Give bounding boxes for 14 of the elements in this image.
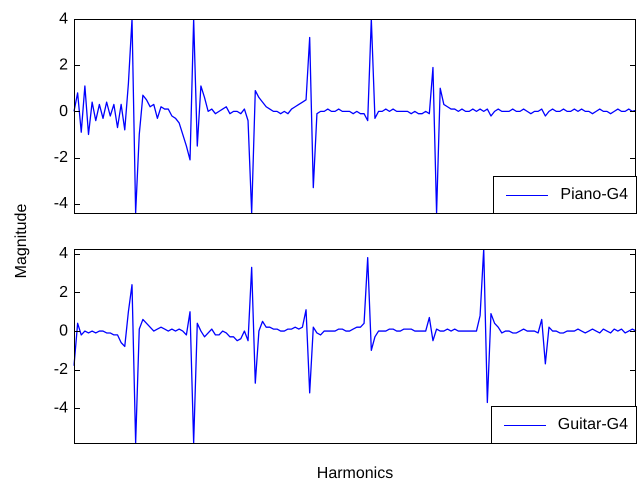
y-tick-label: 2: [59, 284, 68, 301]
y-tick-label: 2: [59, 56, 68, 74]
y-tick-label: 0: [59, 322, 68, 340]
legend-label: Guitar-G4: [558, 416, 628, 434]
y-tick-label: 4: [59, 10, 68, 28]
y-tick-label: -4: [54, 195, 68, 212]
y-axis-title: Magnitude: [13, 204, 31, 278]
y-tick-label: -4: [54, 400, 68, 417]
y-tick-label: 0: [59, 102, 68, 120]
legend-label: Piano-G4: [560, 186, 628, 204]
x-axis-title: Harmonics: [316, 465, 394, 482]
y-tick-label: -2: [54, 361, 68, 378]
y-tick-label: 4: [59, 245, 68, 262]
y-tick-label: -2: [54, 148, 68, 166]
